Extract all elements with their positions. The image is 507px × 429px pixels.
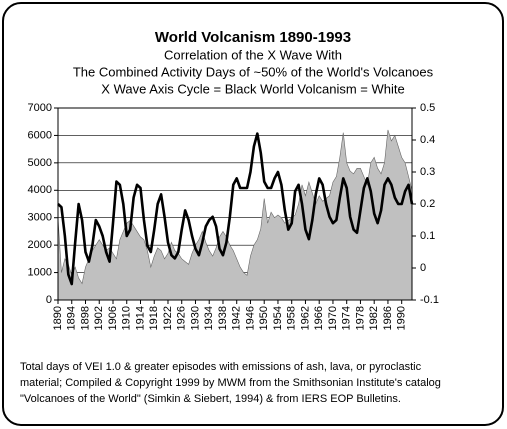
x-tick-label: 1902 bbox=[93, 306, 105, 330]
x-tick-label: 1962 bbox=[299, 306, 311, 330]
chart-title: World Volcanism 1890-1993 bbox=[155, 29, 351, 46]
footnote: Total days of VEI 1.0 & greater episodes… bbox=[20, 361, 422, 373]
x-tick-label: 1954 bbox=[272, 306, 284, 330]
x-tick-label: 1982 bbox=[368, 306, 380, 330]
x-tick-label: 1898 bbox=[79, 306, 91, 330]
y-tick-label: 3000 bbox=[28, 212, 52, 224]
y-tick-label: 4000 bbox=[28, 184, 52, 196]
x-wave-line bbox=[57, 132, 414, 286]
x-tick-label: 1978 bbox=[354, 306, 366, 330]
x-tick-label: 1930 bbox=[189, 306, 201, 330]
y-tick-label: 6000 bbox=[28, 129, 52, 141]
y-tick-label: 7000 bbox=[28, 102, 52, 114]
y-tick-label: 5000 bbox=[28, 157, 52, 169]
x-tick-label: 1934 bbox=[203, 306, 215, 330]
x-tick-label: 1974 bbox=[341, 306, 353, 330]
x-tick-label: 1938 bbox=[217, 306, 229, 330]
x-tick-label: 1906 bbox=[107, 306, 119, 330]
x-tick-label: 1958 bbox=[286, 306, 298, 330]
x-tick-label: 1918 bbox=[148, 306, 160, 330]
plot-border bbox=[57, 107, 413, 301]
subtitle: Correlation of the X Wave With bbox=[164, 47, 342, 62]
x-tick-label: 1990 bbox=[396, 306, 408, 330]
volcanism-area bbox=[57, 129, 413, 301]
y-tick-label: 0 bbox=[46, 294, 52, 306]
x-tick-label: 1970 bbox=[327, 306, 339, 330]
x-tick-label: 1966 bbox=[313, 306, 325, 330]
x-tick-label: 1950 bbox=[258, 306, 270, 330]
y2-tick-label: 0.1 bbox=[420, 230, 435, 242]
x-tick-label: 1942 bbox=[231, 306, 243, 330]
x-tick-label: 1926 bbox=[176, 306, 188, 330]
y2-tick-label: 0.4 bbox=[420, 134, 435, 146]
x-tick-label: 1914 bbox=[134, 306, 146, 330]
x-tick-label: 1910 bbox=[121, 306, 133, 330]
subtitle: The Combined Activity Days of ~50% of th… bbox=[73, 64, 434, 79]
y2-tick-label: 0.3 bbox=[420, 166, 435, 178]
y2-tick-label: 0.5 bbox=[420, 102, 435, 114]
y2-tick-label: 0 bbox=[420, 262, 426, 274]
y2-tick-label: 0.2 bbox=[420, 198, 435, 210]
y2-tick-label: -0.1 bbox=[420, 294, 439, 306]
y-tick-label: 2000 bbox=[28, 239, 52, 251]
footnote: "Volcanoes of the World" (Simkin & Siebe… bbox=[20, 393, 401, 405]
x-tick-label: 1986 bbox=[382, 306, 394, 330]
subtitle: X Wave Axis Cycle = Black World Volcanis… bbox=[101, 81, 404, 96]
x-tick-label: 1922 bbox=[162, 306, 174, 330]
footnote: material; Compiled & Copyright 1999 by M… bbox=[20, 377, 441, 389]
x-tick-label: 1894 bbox=[66, 306, 78, 330]
y-tick-label: 1000 bbox=[28, 266, 52, 278]
x-tick-label: 1946 bbox=[244, 306, 256, 330]
x-tick-label: 1890 bbox=[52, 306, 64, 330]
